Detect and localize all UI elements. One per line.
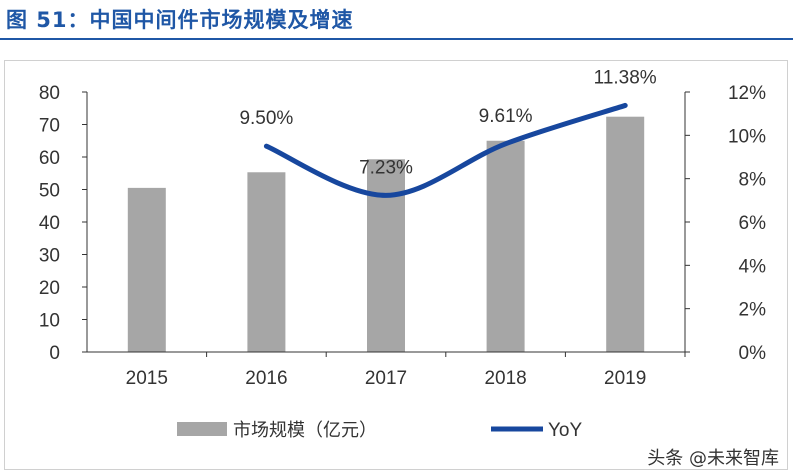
legend-group: 市场规模（亿元） YoY bbox=[177, 420, 582, 441]
legend-line-label: YoY bbox=[548, 420, 582, 441]
yoy-data-label: 11.38% bbox=[594, 67, 657, 88]
right-tick-label: 4% bbox=[739, 256, 767, 277]
right-tick-label: 6% bbox=[739, 213, 767, 234]
bars-group bbox=[127, 116, 645, 352]
bar-2019 bbox=[606, 116, 645, 352]
left-tick-label: 30 bbox=[39, 246, 60, 267]
figure-title: 图 51：中国中间件市场规模及增速 bbox=[6, 8, 354, 32]
yoy-data-label: 9.50% bbox=[239, 108, 293, 129]
yoy-line bbox=[263, 102, 628, 198]
chart-frame bbox=[4, 60, 788, 470]
x-tick-label: 2017 bbox=[365, 368, 407, 389]
x-tick-label: 2015 bbox=[126, 368, 168, 389]
legend-bar-label: 市场规模（亿元） bbox=[233, 420, 377, 440]
line-group bbox=[263, 102, 628, 198]
bar-2017 bbox=[367, 159, 405, 352]
x-tick-label: 2018 bbox=[484, 368, 526, 389]
right-tick-label: 10% bbox=[728, 126, 766, 147]
yoy-data-label: 7.23% bbox=[359, 157, 413, 178]
bar-2015 bbox=[127, 187, 166, 352]
x-tick-label: 2016 bbox=[245, 368, 287, 389]
title-rule bbox=[0, 38, 793, 40]
left-tick-label: 20 bbox=[39, 278, 60, 299]
left-tick-label: 80 bbox=[39, 83, 60, 104]
x-tick-label: 2019 bbox=[604, 368, 646, 389]
right-tick-label: 8% bbox=[739, 170, 767, 191]
legend-bar-swatch bbox=[177, 422, 227, 436]
left-tick-label: 70 bbox=[39, 116, 60, 137]
left-tick-label: 50 bbox=[39, 181, 60, 202]
left-tick-label: 10 bbox=[39, 311, 60, 332]
left-tick-label: 60 bbox=[39, 148, 60, 169]
bar-2016 bbox=[247, 172, 286, 352]
yoy-data-label: 9.61% bbox=[479, 106, 533, 127]
left-tick-label: 40 bbox=[39, 213, 60, 234]
watermark: 头条 @未来智库 bbox=[647, 448, 779, 469]
right-tick-label: 12% bbox=[728, 83, 766, 104]
right-tick-label: 0% bbox=[739, 343, 767, 364]
left-tick-label: 0 bbox=[49, 343, 60, 364]
right-tick-label: 2% bbox=[739, 300, 767, 321]
bar-2018 bbox=[486, 140, 525, 352]
labels-group: 9.50% 7.23% 9.61% 11.38% bbox=[239, 67, 656, 178]
axes-group: 0 10 20 30 40 50 60 70 80 0% 2% 4% 6% 8% 10% 12% 2015 201… bbox=[39, 83, 766, 389]
